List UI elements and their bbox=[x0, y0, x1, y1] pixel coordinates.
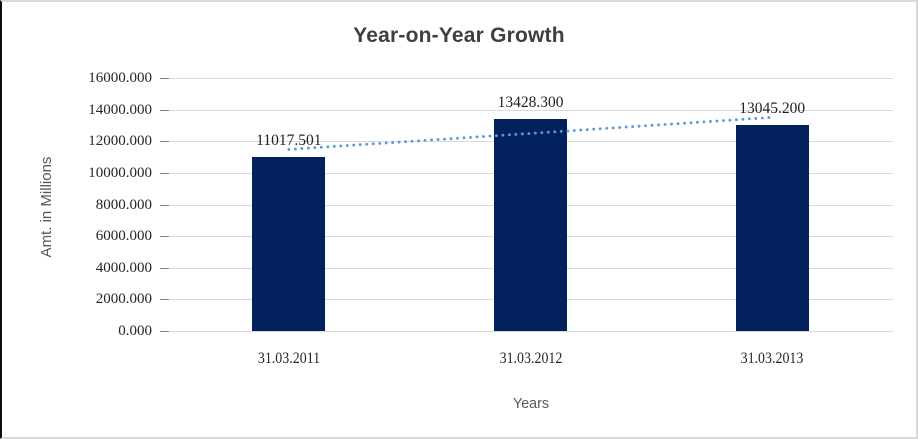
y-tick-label: 2000.000 bbox=[95, 291, 152, 308]
y-tick-mark bbox=[160, 109, 169, 111]
y-tick-mark bbox=[160, 141, 169, 143]
y-tick-label: 4000.000 bbox=[95, 259, 152, 276]
y-tick-mark bbox=[160, 299, 169, 301]
y-tick-label: 12000.000 bbox=[88, 133, 152, 150]
y-tick-mark bbox=[160, 78, 169, 79]
x-axis-title: Years bbox=[512, 395, 549, 412]
gridline bbox=[168, 331, 893, 332]
y-tick-label: 16000.000 bbox=[88, 70, 152, 86]
bar-31.03.2013 bbox=[735, 124, 809, 331]
y-tick-mark bbox=[160, 172, 169, 174]
y-tick-mark bbox=[160, 236, 169, 238]
y-tick-label: 14000.000 bbox=[88, 101, 152, 118]
y-tick-label: 10000.000 bbox=[88, 164, 152, 181]
x-axis-label: 31.03.2011 bbox=[257, 350, 320, 367]
x-axis-label: 31.03.2013 bbox=[740, 350, 804, 367]
y-tick-mark bbox=[160, 204, 169, 206]
plot-area bbox=[160, 78, 893, 332]
gridline bbox=[168, 78, 893, 79]
trendline-path bbox=[287, 115, 774, 151]
bar-value-label: 11017.501 bbox=[256, 131, 322, 149]
bar-31.03.2012 bbox=[494, 118, 567, 331]
gridline bbox=[168, 109, 893, 111]
x-axis-label: 31.03.2012 bbox=[499, 350, 562, 367]
y-tick-mark bbox=[160, 267, 169, 269]
bar-31.03.2011 bbox=[252, 156, 326, 331]
trendline bbox=[287, 115, 774, 151]
y-tick-label: 6000.000 bbox=[95, 228, 152, 245]
chart-title: Year-on-Year Growth bbox=[353, 24, 565, 47]
y-tick-label: 8000.000 bbox=[95, 196, 152, 213]
bar-value-label: 13428.300 bbox=[497, 93, 564, 111]
bar-value-label: 13045.200 bbox=[739, 99, 806, 117]
y-tick-label: 0.000 bbox=[118, 323, 152, 339]
y-tick-mark bbox=[160, 331, 169, 332]
